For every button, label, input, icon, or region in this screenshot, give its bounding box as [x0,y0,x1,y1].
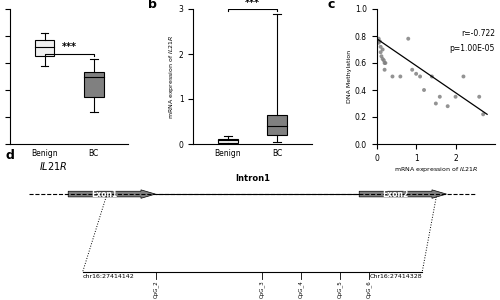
Point [380,58,388,63]
Text: chr16:27414142: chr16:27414142 [83,274,134,279]
Text: CpG_6: CpG_6 [366,280,372,298]
Text: r=-0.722: r=-0.722 [461,29,495,38]
Point [404,36,412,41]
Point [479,112,487,117]
Point [444,104,452,109]
Text: Chr16:27414328: Chr16:27414328 [370,274,422,279]
X-axis label: mRNA expression of $\mathit{IL21R}$: mRNA expression of $\mathit{IL21R}$ [394,166,478,175]
Point [420,88,428,92]
Point [378,56,386,61]
Point [452,94,460,99]
Text: CpG_4: CpG_4 [298,280,304,298]
Point [416,74,424,79]
Text: CpG_3: CpG_3 [260,280,265,298]
Point [376,44,384,49]
Text: Intron1: Intron1 [235,174,270,183]
Bar [34,40,54,56]
Point [376,39,384,44]
Point [378,54,386,59]
Text: ***: *** [245,0,260,8]
Text: $\mathit{IL21R}$: $\mathit{IL21R}$ [39,160,68,172]
Y-axis label: DNA Methylation: DNA Methylation [347,50,352,103]
Point [374,40,382,45]
Point [396,74,404,79]
Point [376,50,384,55]
Text: Exon1: Exon1 [92,190,118,199]
Point [412,71,420,76]
Text: c: c [327,0,334,11]
Point [388,74,396,79]
Y-axis label: mRNA expression of $\mathit{IL21R}$: mRNA expression of $\mathit{IL21R}$ [167,34,176,119]
Point [374,36,382,41]
FancyArrow shape [359,190,446,198]
Point [382,61,390,65]
Point [432,101,440,106]
Point [378,47,386,52]
FancyArrow shape [68,190,156,198]
Bar [268,115,287,135]
Point [475,94,483,99]
Text: CpG_2: CpG_2 [152,280,158,298]
Text: Exon2: Exon2 [382,190,408,199]
Bar [218,139,238,143]
Point [408,67,416,72]
Point [428,74,436,79]
Text: CpG_5: CpG_5 [337,280,342,298]
Bar [84,72,103,97]
Text: d: d [5,149,14,162]
Text: ***: *** [62,42,76,52]
Point [380,61,388,65]
Point [460,74,468,79]
Point [380,67,388,72]
Text: b: b [148,0,158,11]
Point [436,94,444,99]
Text: p=1.00E-05: p=1.00E-05 [450,44,495,53]
